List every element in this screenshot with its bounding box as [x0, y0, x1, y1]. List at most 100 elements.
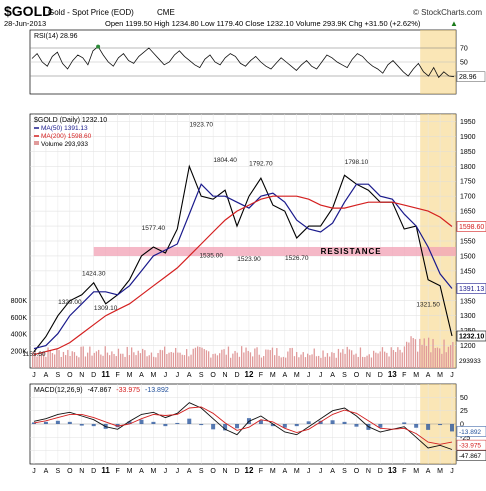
volume-bar	[91, 355, 93, 368]
macd-tick-label: 50	[460, 395, 468, 402]
rsi-tick-label: 50	[460, 60, 468, 67]
ma50-legend: MA(50) 1391.13	[41, 125, 88, 132]
volume-bar	[67, 349, 69, 368]
volume-bar	[441, 353, 443, 368]
volume-tick-label: 200K	[11, 349, 28, 356]
volume-bar	[247, 350, 249, 368]
macd-value-label: -13.892	[459, 429, 481, 436]
volume-bar	[355, 353, 357, 368]
volume-bar	[401, 352, 403, 368]
volume-bar	[425, 345, 428, 368]
macd-hist-bar	[223, 424, 228, 431]
x-tick-label: S	[56, 468, 61, 475]
volume-bar	[342, 349, 344, 368]
volume-tick-label: 800K	[11, 298, 28, 305]
volume-bar	[386, 352, 388, 368]
macd-legend-prefix: MACD(12,26,9)	[34, 387, 83, 394]
volume-bar	[445, 352, 447, 368]
x-tick-label: D	[378, 372, 383, 379]
volume-bar	[219, 353, 221, 368]
volume-bar	[166, 354, 168, 368]
x-tick-label: J	[450, 468, 454, 475]
volume-bar	[238, 356, 241, 368]
price-tick-label: 1800	[460, 164, 476, 171]
volume-bar	[412, 338, 414, 368]
price-value-label: 1391.13	[459, 286, 484, 293]
volume-bar	[120, 353, 122, 368]
volume-bar	[172, 352, 175, 368]
price-annotation: 1526.70	[285, 255, 309, 262]
volume-bar	[399, 349, 401, 368]
volume-bar	[128, 355, 131, 368]
macd-value-box	[456, 426, 486, 437]
price-value-label: 1232.10	[459, 333, 484, 340]
price-annotation: 1155.60	[22, 351, 45, 358]
macd-hist-bar	[211, 424, 216, 430]
volume-legend: Volume 293,933	[41, 141, 88, 148]
volume-bar	[115, 356, 117, 368]
macd-hist-bar	[402, 422, 407, 424]
volume-bar	[287, 351, 289, 368]
volume-bar	[320, 357, 322, 368]
volume-bar	[78, 357, 80, 368]
volume-bar	[95, 351, 98, 368]
macd-hist-bar	[67, 421, 72, 424]
x-tick-label: D	[91, 372, 96, 379]
x-tick-label: J	[307, 372, 311, 379]
volume-bar	[111, 351, 113, 368]
volume-bar	[60, 356, 62, 368]
volume-bar	[194, 347, 197, 368]
x-tick-label: M	[437, 468, 443, 475]
svg-text:MACD(12,26,9) -47.867: MACD(12,26,9) -47.867 -33.975 -13.892	[34, 387, 169, 394]
volume-bar	[337, 348, 340, 368]
volume-bar	[139, 353, 142, 368]
volume-bar	[408, 342, 410, 368]
macd-hist-bar	[306, 421, 311, 424]
volume-bar	[34, 351, 36, 368]
macd-signal-line	[33, 406, 453, 445]
ma50-line	[33, 183, 453, 350]
price-tick-label: 1500	[460, 253, 476, 260]
volume-bar	[69, 355, 71, 368]
volume-bar	[267, 349, 269, 368]
volume-bar	[192, 348, 194, 368]
volume-bar	[285, 357, 287, 368]
price-value-box	[456, 283, 486, 294]
x-tick-label: M	[413, 372, 419, 379]
volume-bar	[100, 354, 102, 368]
price-tick-label: 1950	[460, 119, 476, 126]
volume-bar	[348, 349, 351, 368]
price-annotation: 1309.10	[94, 305, 118, 312]
exchange-label: CME	[157, 8, 175, 17]
volume-bar	[102, 355, 104, 368]
x-tick-label: 12	[245, 466, 254, 475]
x-tick-label: O	[210, 468, 216, 475]
volume-bar	[135, 355, 137, 368]
x-tick-label: N	[366, 372, 371, 379]
volume-bar	[73, 352, 76, 368]
volume-bar	[87, 352, 89, 368]
volume-bar	[436, 347, 439, 368]
macd-legend: MACD(12,26,9) -47.867 -33.975 -13.892	[34, 387, 169, 394]
volume-bar	[230, 357, 232, 368]
volume-bar	[252, 356, 254, 368]
x-tick-label: N	[223, 468, 228, 475]
volume-bar	[236, 352, 238, 368]
volume-bar	[51, 353, 54, 368]
price-annotation: 1321.50	[416, 301, 440, 308]
volume-bar	[227, 346, 230, 368]
volume-bar	[278, 355, 280, 368]
price-tick-label: 1550	[460, 239, 476, 246]
macd-hist-bar	[235, 424, 240, 429]
volume-bar	[157, 352, 159, 368]
volume-bar	[309, 355, 311, 368]
macd-tick-label: -25	[460, 435, 470, 442]
volume-tick-label: 400K	[11, 332, 28, 339]
price-tick-label: 1850	[460, 149, 476, 156]
macd-legend-macd: -47.867	[88, 387, 112, 394]
x-tick-label: M	[127, 468, 133, 475]
macd-hist-bar	[342, 421, 347, 424]
volume-value-label: 293933	[459, 358, 481, 365]
rsi-last-label: 28.96	[459, 74, 477, 81]
volume-bar	[45, 356, 47, 368]
